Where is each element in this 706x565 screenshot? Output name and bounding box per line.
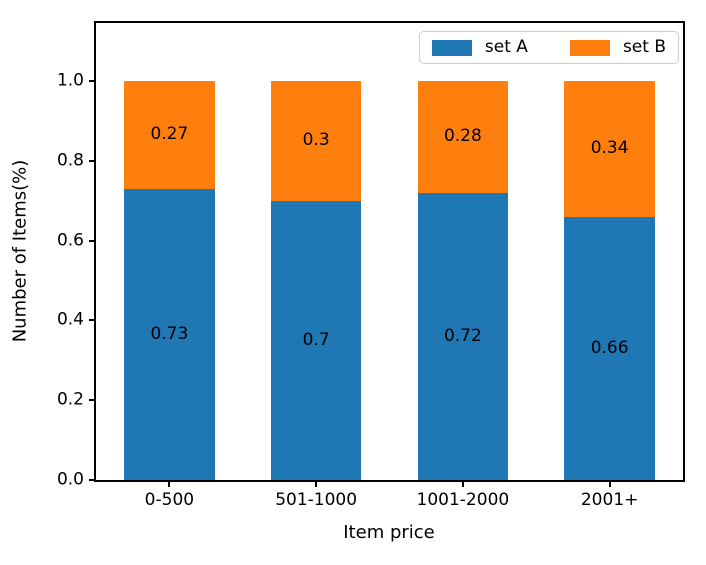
bar-segment-set-B: 0.27 [124, 80, 215, 189]
x-axis-label: Item price [343, 522, 435, 543]
bar-value-label: 0.7 [302, 329, 330, 350]
bar-value-label: 0.34 [590, 138, 629, 159]
bar-value-label: 0.27 [150, 124, 189, 145]
x-tick-label: 0-500 [144, 490, 195, 510]
y-tick-label: 0.2 [56, 389, 84, 410]
x-tick-mark [168, 480, 171, 487]
bar-segment-set-B: 0.3 [270, 80, 362, 201]
x-tick-label: 2001+ [580, 490, 639, 510]
bar-segment-set-B: 0.28 [417, 80, 509, 193]
bar-segment-set-A: 0.66 [564, 216, 655, 480]
x-tick-mark [608, 480, 611, 487]
y-tick-mark [89, 319, 96, 322]
bar-value-label: 0.73 [150, 323, 189, 344]
bar-value-label: 0.28 [443, 126, 482, 147]
bar-column: 0.72 0.28 [390, 23, 537, 480]
plot-area: set A set B 0.0 0.2 0.4 0.6 0.8 1.0 0.73 0.27 0-5… [57, 21, 685, 509]
bar-segment-set-B: 0.34 [564, 80, 655, 217]
y-tick-mark [89, 399, 96, 402]
legend-entry-set-A: set A [431, 37, 528, 57]
y-tick-label: 0.8 [56, 150, 84, 171]
bar-column: 0.7 0.3 [243, 23, 390, 480]
y-tick-mark [89, 159, 96, 162]
legend: set A set B [418, 31, 679, 64]
bar-segment-set-A: 0.7 [270, 200, 362, 480]
y-tick-mark [89, 239, 96, 242]
y-tick-label: 0.4 [56, 309, 84, 330]
bar-segment-set-A: 0.72 [417, 192, 509, 480]
bar-segment-set-A: 0.73 [124, 188, 215, 480]
bar-value-label: 0.72 [443, 325, 482, 346]
y-axis-label: Number of Items(%) [9, 159, 31, 343]
y-tick-label: 1.0 [56, 70, 84, 91]
legend-swatch [431, 39, 472, 56]
legend-label: set B [622, 37, 666, 57]
x-tick-mark [315, 480, 318, 487]
bar-column: 0.66 0.34 [536, 23, 683, 480]
legend-swatch [569, 39, 610, 56]
legend-entry-set-B: set B [569, 37, 666, 57]
bar-column: 0.73 0.27 [96, 23, 243, 480]
bar-value-label: 0.3 [302, 130, 330, 151]
y-tick-mark [89, 479, 96, 481]
y-tick-label: 0.6 [56, 230, 84, 251]
x-tick-label: 1001-2000 [416, 490, 510, 510]
legend-label: set A [484, 37, 528, 57]
y-tick-mark [89, 79, 96, 82]
y-tick-label: 0.0 [56, 469, 84, 490]
x-tick-label: 501-1000 [275, 490, 358, 510]
bar-value-label: 0.66 [590, 337, 629, 358]
x-tick-mark [461, 480, 464, 487]
